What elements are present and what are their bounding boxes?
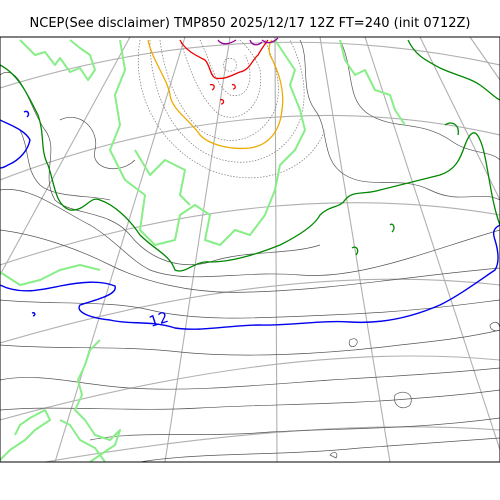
cold-core-isotherms xyxy=(147,37,284,150)
map-frame xyxy=(0,36,500,463)
lightgreen-isotherms xyxy=(0,39,406,462)
meridian-line xyxy=(0,37,131,276)
meridian-line xyxy=(319,37,391,462)
green-isotherms xyxy=(0,39,500,272)
latitude-line xyxy=(0,202,500,266)
meridian-line xyxy=(274,37,278,462)
dotted-contours xyxy=(138,39,326,179)
latitude-line xyxy=(0,278,500,344)
meridian-line xyxy=(54,37,186,462)
latitude-line xyxy=(0,114,500,181)
meridian-line xyxy=(364,37,500,451)
isotherm-12: 12 xyxy=(0,110,500,331)
map-title: NCEP(See disclaimer) TMP850 2025/12/17 1… xyxy=(29,16,471,31)
latitude-line xyxy=(42,426,500,462)
meridian-line xyxy=(164,37,231,462)
latitude-line xyxy=(0,355,500,421)
isotherm-label-12: 12 xyxy=(147,308,171,331)
thin-contours xyxy=(0,39,500,462)
meridian-line xyxy=(469,37,500,81)
